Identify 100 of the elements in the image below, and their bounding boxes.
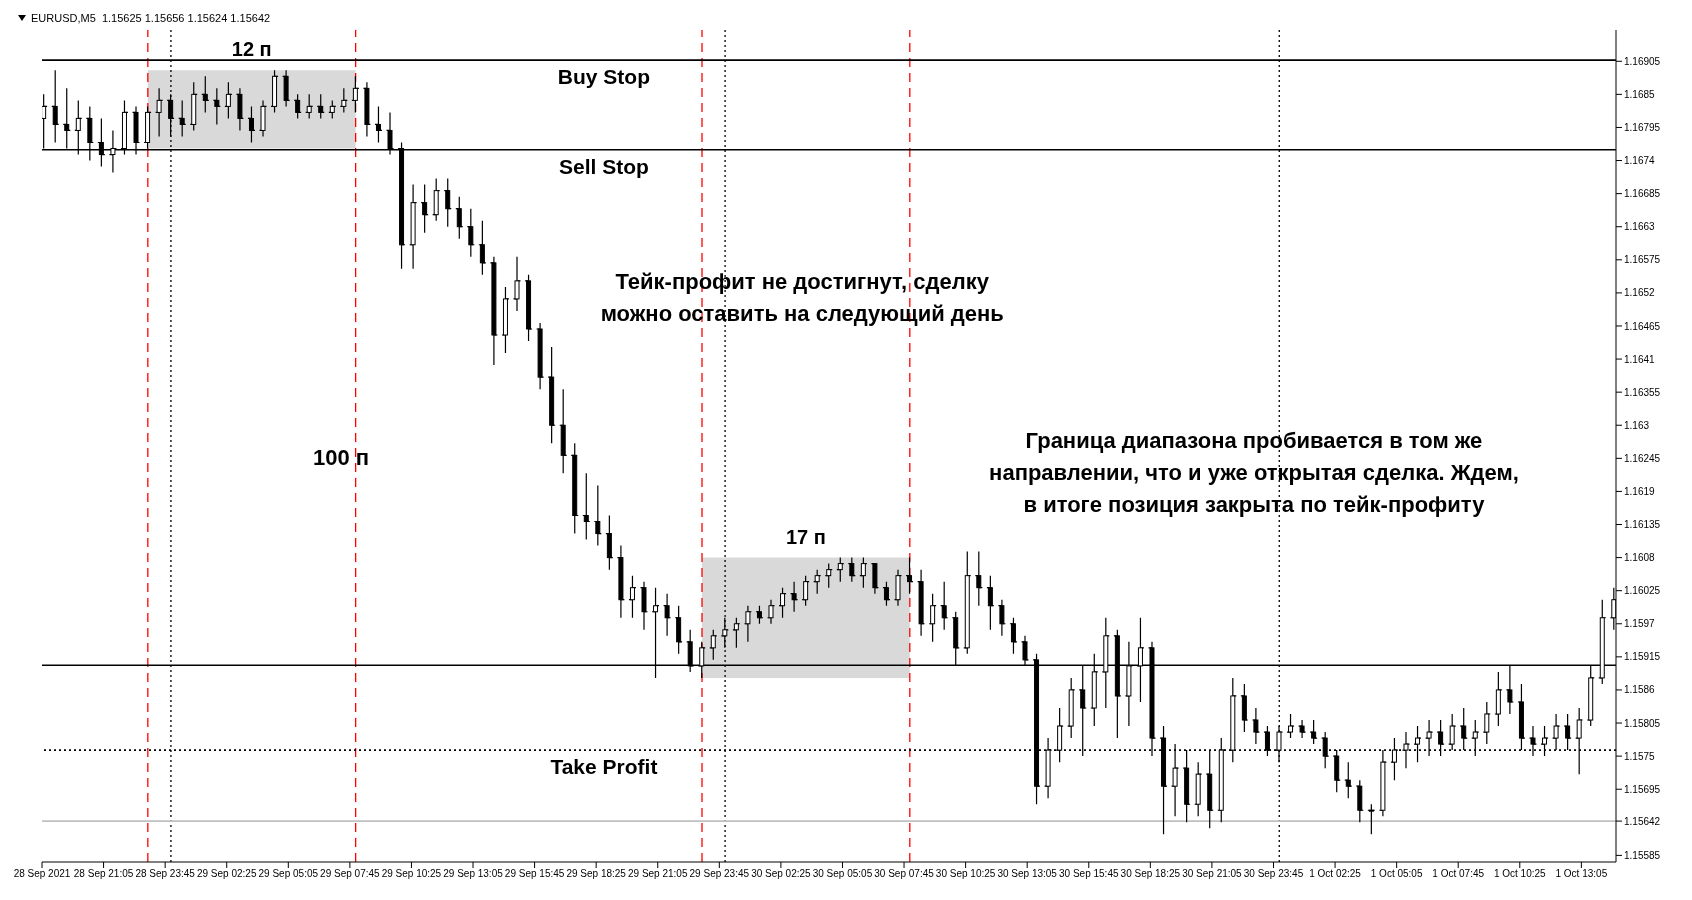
x-tick-label: 30 Sep 13:05 [997, 868, 1058, 880]
x-tick-label: 30 Sep 02:25 [751, 868, 812, 880]
candlestick [433, 177, 439, 222]
candlestick [1345, 761, 1351, 799]
y-tick-label: 1.15695 [1624, 783, 1661, 795]
candlestick [1495, 671, 1501, 727]
y-tick-label: 1.1619 [1624, 485, 1656, 497]
candlestick [1288, 713, 1294, 739]
candlestick [272, 69, 278, 114]
band-label: 17 п [785, 525, 826, 548]
x-tick-label: 29 Sep 15:45 [504, 868, 565, 880]
candlestick [895, 569, 901, 607]
candlestick [445, 177, 451, 228]
x-tick-label: 28 Sep 23:45 [135, 868, 196, 880]
x-tick-label: 30 Sep 07:45 [874, 868, 935, 880]
y-tick-label: 1.1608 [1624, 552, 1656, 564]
annotation: 100 п [312, 443, 370, 472]
candlestick [1484, 701, 1490, 745]
candlestick [283, 69, 289, 107]
candlestick [572, 442, 578, 535]
candlestick [491, 256, 497, 366]
y-tick-label: 1.1586 [1624, 684, 1656, 696]
x-tick-label: 30 Sep 21:05 [1182, 868, 1243, 880]
candlestick [468, 208, 474, 258]
candlestick [1195, 761, 1201, 817]
y-tick-label: 1.16245 [1624, 452, 1661, 464]
candlestick [941, 581, 947, 631]
annotation: Граница диапазона пробивается в том же направлении, что и уже открытая сделка. Ждем, в итоге позиция закрыта по тейк-профиту [989, 427, 1519, 520]
candlestick [710, 629, 716, 661]
candlestick [1253, 707, 1259, 745]
candlestick [318, 93, 324, 120]
y-tick-label: 1.16135 [1624, 519, 1661, 531]
candlestick [179, 99, 185, 138]
candlestick [837, 557, 843, 583]
candlestick [364, 81, 370, 138]
candlestick [537, 322, 543, 390]
y-tick-label: 1.1652 [1624, 287, 1656, 299]
candlestick [1010, 617, 1016, 655]
candlestick [976, 550, 982, 607]
candlestick [214, 87, 220, 126]
ref-line-label: Buy Stop [557, 65, 650, 89]
candlestick [479, 220, 485, 276]
y-tick-label: 1.1685 [1624, 88, 1656, 100]
x-tick-label: 29 Sep 13:05 [443, 868, 504, 880]
annotation: Тейк-профит не достигнут, сделку можно оставить на следующий день [600, 267, 1004, 328]
x-tick-label: 30 Sep 05:05 [812, 868, 873, 880]
candlestick [225, 81, 231, 120]
x-tick-label: 1 Oct 02:25 [1309, 868, 1362, 880]
candlestick [826, 563, 832, 589]
candlestick [756, 605, 762, 625]
x-tick-label: 29 Sep 05:05 [258, 868, 319, 880]
x-tick-label: 28 Sep 21:05 [73, 868, 134, 880]
y-tick-label: 1.16025 [1624, 585, 1661, 597]
candlestick [780, 587, 786, 619]
x-tick-label: 29 Sep 23:45 [689, 868, 750, 880]
x-tick-label: 1 Oct 13:05 [1555, 868, 1608, 880]
x-tick-label: 30 Sep 18:25 [1120, 868, 1181, 880]
candlestick [341, 87, 347, 114]
candlestick [664, 593, 670, 637]
candlestick [1241, 683, 1247, 733]
y-tick-label: 1.15585 [1624, 849, 1661, 861]
candlestick [456, 196, 462, 240]
band-label: 12 п [231, 38, 272, 61]
y-tick-label: 1.1575 [1624, 750, 1656, 762]
y-tick-label: 1.16465 [1624, 320, 1661, 332]
candlestick [676, 605, 682, 655]
candlestick [999, 599, 1005, 637]
x-tick-label: 29 Sep 18:25 [566, 868, 627, 880]
ref-line-label: Take Profit [550, 755, 658, 779]
candlestick [629, 575, 635, 619]
candlestick [191, 81, 197, 132]
candlestick [156, 87, 162, 138]
candlestick [202, 75, 208, 114]
x-tick-label: 30 Sep 10:25 [935, 868, 996, 880]
candlestick [606, 514, 612, 571]
y-tick-label: 1.1663 [1624, 221, 1656, 233]
candlestick [52, 69, 58, 144]
x-tick-label: 28 Sep 2021 [13, 868, 71, 880]
candlestick [375, 105, 381, 144]
candlestick [549, 346, 555, 444]
candlestick [352, 75, 358, 114]
x-tick-label: 29 Sep 07:45 [320, 868, 381, 880]
candlestick [583, 472, 589, 541]
y-tick-label: 1.16795 [1624, 122, 1661, 134]
candlestick [745, 605, 751, 643]
candlestick [502, 286, 508, 354]
y-tick-label: 1.16575 [1624, 254, 1661, 266]
candlestick [907, 557, 913, 595]
candlestick [918, 569, 924, 637]
candlestick [526, 274, 532, 342]
candlestick [883, 581, 889, 607]
candlestick [1299, 719, 1305, 739]
y-tick-label: 1.163 [1624, 419, 1650, 431]
x-tick-label: 29 Sep 02:25 [196, 868, 257, 880]
candlestick [987, 575, 993, 631]
candlestick [733, 617, 739, 649]
y-tick-label: 1.1674 [1624, 155, 1656, 167]
x-tick-label: 1 Oct 10:25 [1493, 868, 1547, 880]
candlestick [860, 557, 866, 589]
x-tick-label: 29 Sep 10:25 [381, 868, 442, 880]
